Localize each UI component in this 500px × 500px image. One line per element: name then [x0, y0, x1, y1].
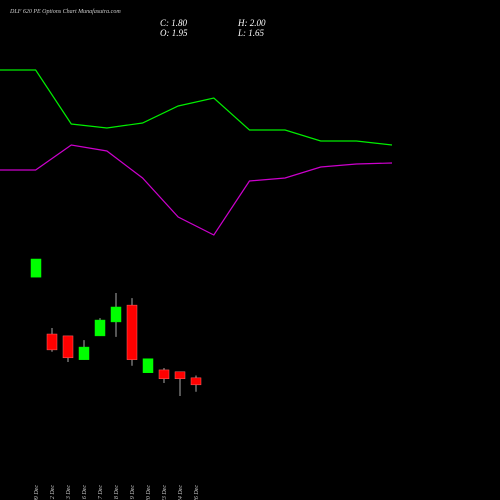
candle-body — [174, 371, 186, 380]
candle-body — [110, 306, 122, 323]
low-label: L: 1.65 — [237, 28, 265, 38]
chart-title: DLF 620 PE Options Chart Munafasutra.com — [9, 8, 121, 15]
x-tick-label: 12 Dec — [50, 485, 56, 500]
high-label: H: 2.00 — [237, 18, 266, 28]
candle-body — [78, 346, 90, 360]
x-tick-label: 16 Dec — [82, 485, 88, 500]
candle-body — [62, 335, 74, 359]
close-label: C: 1.80 — [160, 18, 188, 28]
indicator-line — [0, 144, 393, 236]
candle-body — [190, 377, 202, 386]
x-tick-label: 24 Dec — [177, 485, 184, 500]
x-tick-label: 23 Dec — [162, 485, 168, 500]
candle-body — [46, 333, 58, 351]
candle-body — [142, 358, 154, 373]
open-label: O: 1.95 — [160, 28, 188, 38]
candle-body — [30, 258, 42, 278]
candle-body — [94, 319, 106, 337]
x-tick-label: 18 Dec — [114, 485, 120, 500]
candle-body — [158, 369, 170, 380]
x-tick-label: 13 Dec — [66, 485, 72, 500]
x-tick-label: 20 Dec — [146, 485, 152, 500]
x-tick-label: 26 Dec — [194, 485, 200, 500]
candle-body — [126, 304, 138, 360]
x-tick-label: 09 Dec — [34, 485, 40, 500]
indicator-line — [0, 69, 393, 146]
x-tick-label: 17 Dec — [98, 485, 104, 500]
x-tick-label: 19 Dec — [130, 485, 136, 500]
